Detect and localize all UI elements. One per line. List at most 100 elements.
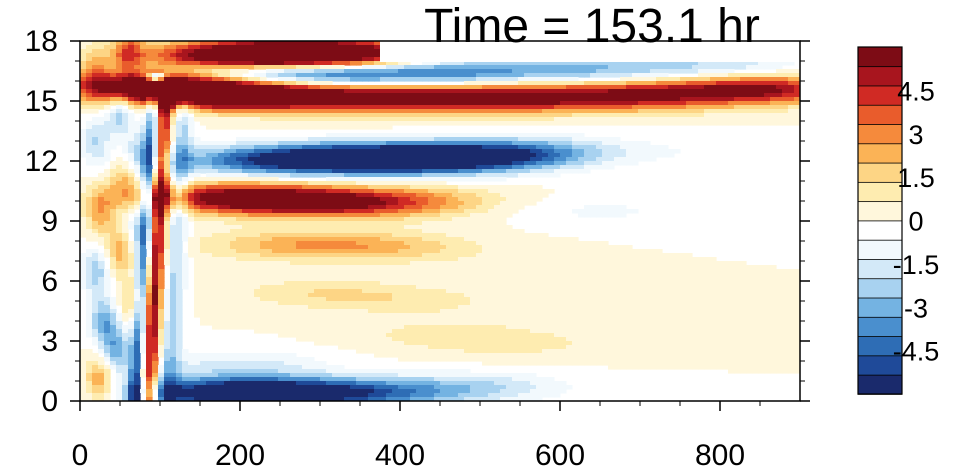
heatmap-cell (662, 85, 669, 90)
heatmap-cell (422, 249, 429, 254)
heatmap-cell (536, 101, 543, 106)
heatmap-cell (272, 49, 279, 54)
heatmap-cell (170, 257, 177, 262)
heatmap-cell (494, 245, 501, 250)
heatmap-cell (332, 85, 339, 90)
heatmap-cell (362, 137, 369, 142)
heatmap-cell (764, 85, 771, 90)
heatmap-cell (662, 117, 669, 122)
heatmap-cell (200, 261, 207, 266)
heatmap-cell (530, 121, 537, 126)
heatmap-cell (218, 189, 225, 194)
heatmap-cell (164, 121, 171, 126)
heatmap-cell (290, 241, 297, 246)
heatmap-cell (572, 209, 579, 214)
heatmap-cell (752, 101, 759, 106)
heatmap-cell (242, 209, 249, 214)
heatmap-cell (638, 153, 645, 158)
heatmap-cell (404, 185, 411, 190)
heatmap-cell (164, 201, 171, 206)
heatmap-cell (434, 109, 441, 114)
heatmap-cell (308, 197, 315, 202)
heatmap-cell (578, 85, 585, 90)
heatmap-cell (80, 225, 87, 230)
heatmap-cell (206, 221, 213, 226)
heatmap-cell (266, 101, 273, 106)
heatmap-cell (188, 181, 195, 186)
heatmap-cell (134, 137, 141, 142)
heatmap-cell (452, 101, 459, 106)
heatmap-cell (386, 173, 393, 178)
heatmap-cell (212, 205, 219, 210)
heatmap-cell (248, 257, 255, 262)
heatmap-cell (122, 161, 129, 166)
heatmap-cell (404, 77, 411, 82)
heatmap-cell (98, 157, 105, 162)
heatmap-cell (308, 149, 315, 154)
heatmap-cell (560, 249, 567, 254)
heatmap-cell (326, 93, 333, 98)
heatmap-cell (98, 181, 105, 186)
heatmap-cell (650, 117, 657, 122)
heatmap-cell (434, 217, 441, 222)
heatmap-cell (356, 49, 363, 54)
heatmap-cell (146, 157, 153, 162)
heatmap-cell (740, 81, 747, 86)
heatmap-cell (194, 69, 201, 74)
heatmap-cell (458, 193, 465, 198)
heatmap-cell (188, 205, 195, 210)
heatmap-cell (602, 249, 609, 254)
heatmap-cell (440, 137, 447, 142)
heatmap-cell (248, 225, 255, 230)
heatmap-cell (272, 137, 279, 142)
heatmap-cell (398, 205, 405, 210)
heatmap-cell (308, 69, 315, 74)
heatmap-cell (794, 69, 800, 74)
heatmap-cell (494, 97, 501, 102)
heatmap-cell (356, 241, 363, 246)
heatmap-cell (236, 73, 243, 78)
heatmap-cell (314, 229, 321, 234)
heatmap-cell (428, 241, 435, 246)
heatmap-cell (560, 101, 567, 106)
heatmap-cell (212, 113, 219, 118)
heatmap-cell (212, 85, 219, 90)
heatmap-cell (284, 53, 291, 58)
heatmap-cell (704, 77, 711, 82)
heatmap-cell (224, 229, 231, 234)
heatmap-cell (230, 193, 237, 198)
heatmap-cell (296, 237, 303, 242)
heatmap-cell (578, 93, 585, 98)
heatmap-cell (386, 241, 393, 246)
heatmap-cell (110, 209, 117, 214)
heatmap-cell (494, 81, 501, 86)
heatmap-cell (650, 253, 657, 258)
heatmap-cell (674, 101, 681, 106)
heatmap-cell (146, 149, 153, 154)
heatmap-cell (140, 125, 147, 130)
heatmap-cell (116, 77, 123, 82)
heatmap-cell (326, 213, 333, 218)
heatmap-cell (134, 109, 141, 114)
heatmap-cell (662, 61, 669, 66)
heatmap-cell (344, 217, 351, 222)
heatmap-cell (134, 181, 141, 186)
heatmap-cell (296, 241, 303, 246)
heatmap-cell (332, 77, 339, 82)
heatmap-cell (530, 185, 537, 190)
heatmap-cell (266, 57, 273, 62)
heatmap-cell (710, 109, 717, 114)
heatmap-cell (506, 197, 513, 202)
heatmap-cell (506, 113, 513, 118)
heatmap-cell (488, 113, 495, 118)
heatmap-cell (224, 125, 231, 130)
heatmap-cell (542, 245, 549, 250)
heatmap-cell (104, 45, 111, 50)
heatmap-cell (416, 209, 423, 214)
heatmap-cell (422, 205, 429, 210)
heatmap-cell (422, 181, 429, 186)
heatmap-cell (488, 141, 495, 146)
heatmap-cell (398, 117, 405, 122)
heatmap-cell (128, 53, 135, 58)
heatmap-cell (566, 253, 573, 258)
